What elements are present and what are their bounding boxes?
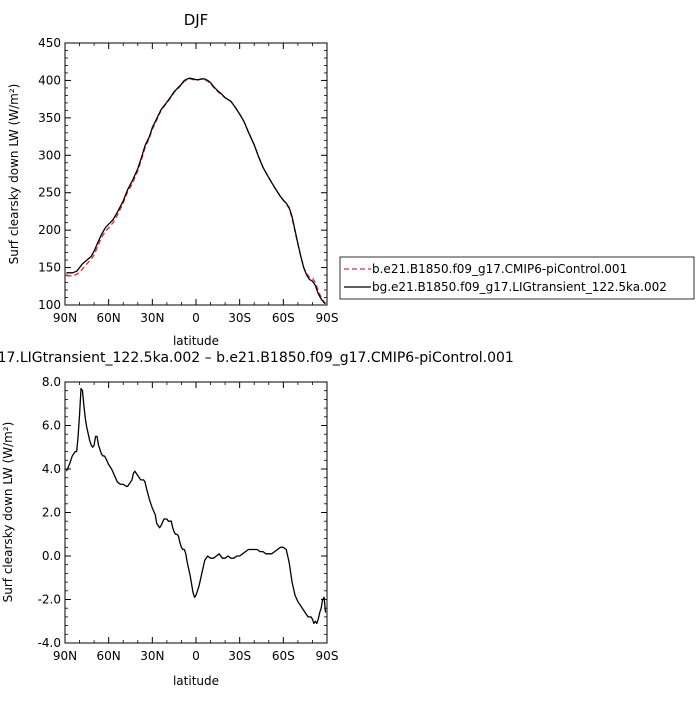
top-series-lines	[66, 77, 327, 305]
x-tick-label: 90N	[53, 311, 77, 325]
bottom-series-lines	[65, 387, 327, 625]
top-y-tick-labels: 100 150 200 250 300 350 400 450	[38, 36, 61, 312]
top-x-tick-labels: 90N 60N 30N 0 30S 60S 90S	[53, 311, 339, 325]
y-tick-label: 150	[38, 261, 61, 275]
y-tick-label: 8.0	[42, 375, 61, 389]
x-tick-label: 0	[192, 649, 200, 663]
x-tick-label: 30N	[140, 649, 164, 663]
bot-series-line-0	[65, 387, 327, 625]
legend-box	[339, 256, 695, 300]
top-series-line-0	[66, 78, 327, 304]
top-axis-ticks	[64, 42, 328, 306]
y-tick-label: 100	[38, 298, 61, 312]
y-tick-label: 0.0	[42, 549, 61, 563]
legend-label-picontrol: b.e21.B1850.f09_g17.CMIP6-piControl.001	[372, 262, 627, 276]
x-tick-label: 90N	[53, 649, 77, 663]
bottom-plot-frame	[64, 381, 328, 644]
bottom-chart-title: bg.e21.B1850.f09_g17.LIGtransient_122.5k…	[0, 350, 514, 366]
bottom-axis-ticks	[64, 381, 328, 644]
x-tick-label: 30S	[228, 311, 251, 325]
y-tick-label: 2.0	[42, 506, 61, 520]
bottom-y-axis-label: Surf clearsky down LW (W/m²)	[1, 422, 15, 603]
bottom-x-axis-label: latitude	[173, 674, 219, 688]
y-tick-label: 250	[38, 186, 61, 200]
y-tick-label: 450	[38, 36, 61, 50]
y-tick-label: 6.0	[42, 419, 61, 433]
x-tick-label: 30N	[140, 311, 164, 325]
x-tick-label: 90S	[316, 649, 339, 663]
legend-label-ligtransient: bg.e21.B1850.f09_g17.LIGtransient_122.5k…	[372, 280, 667, 294]
y-tick-label: 400	[38, 73, 61, 87]
x-tick-label: 60N	[97, 649, 121, 663]
top-x-axis-label: latitude	[173, 334, 219, 348]
x-tick-label: 60S	[272, 311, 295, 325]
top-plot-frame	[64, 42, 328, 306]
legend: b.e21.B1850.f09_g17.CMIP6-piControl.001 …	[339, 256, 695, 300]
y-tick-label: 4.0	[42, 462, 61, 476]
bottom-panel: bg.e21.B1850.f09_g17.LIGtransient_122.5k…	[0, 350, 514, 688]
y-tick-label: 300	[38, 148, 61, 162]
x-tick-label: 60N	[97, 311, 121, 325]
y-tick-label: 350	[38, 111, 61, 125]
x-tick-label: 30S	[228, 649, 251, 663]
y-tick-label: 200	[38, 223, 61, 237]
x-tick-label: 0	[192, 311, 200, 325]
top-series-line-1	[66, 77, 326, 305]
x-tick-label: 90S	[316, 311, 339, 325]
top-panel: DJF Surf clearsky down LW (W/m²) latitud…	[7, 11, 338, 348]
top-y-axis-label: Surf clearsky down LW (W/m²)	[7, 84, 21, 265]
y-tick-label: -4.0	[38, 636, 61, 650]
bottom-y-tick-labels: -4.0 -2.0 0.0 2.0 4.0 6.0 8.0	[38, 375, 61, 650]
x-tick-label: 60S	[272, 649, 295, 663]
top-chart-title: DJF	[184, 11, 209, 29]
y-tick-label: -2.0	[38, 593, 61, 607]
bottom-x-tick-labels: 90N 60N 30N 0 30S 60S 90S	[53, 649, 339, 663]
